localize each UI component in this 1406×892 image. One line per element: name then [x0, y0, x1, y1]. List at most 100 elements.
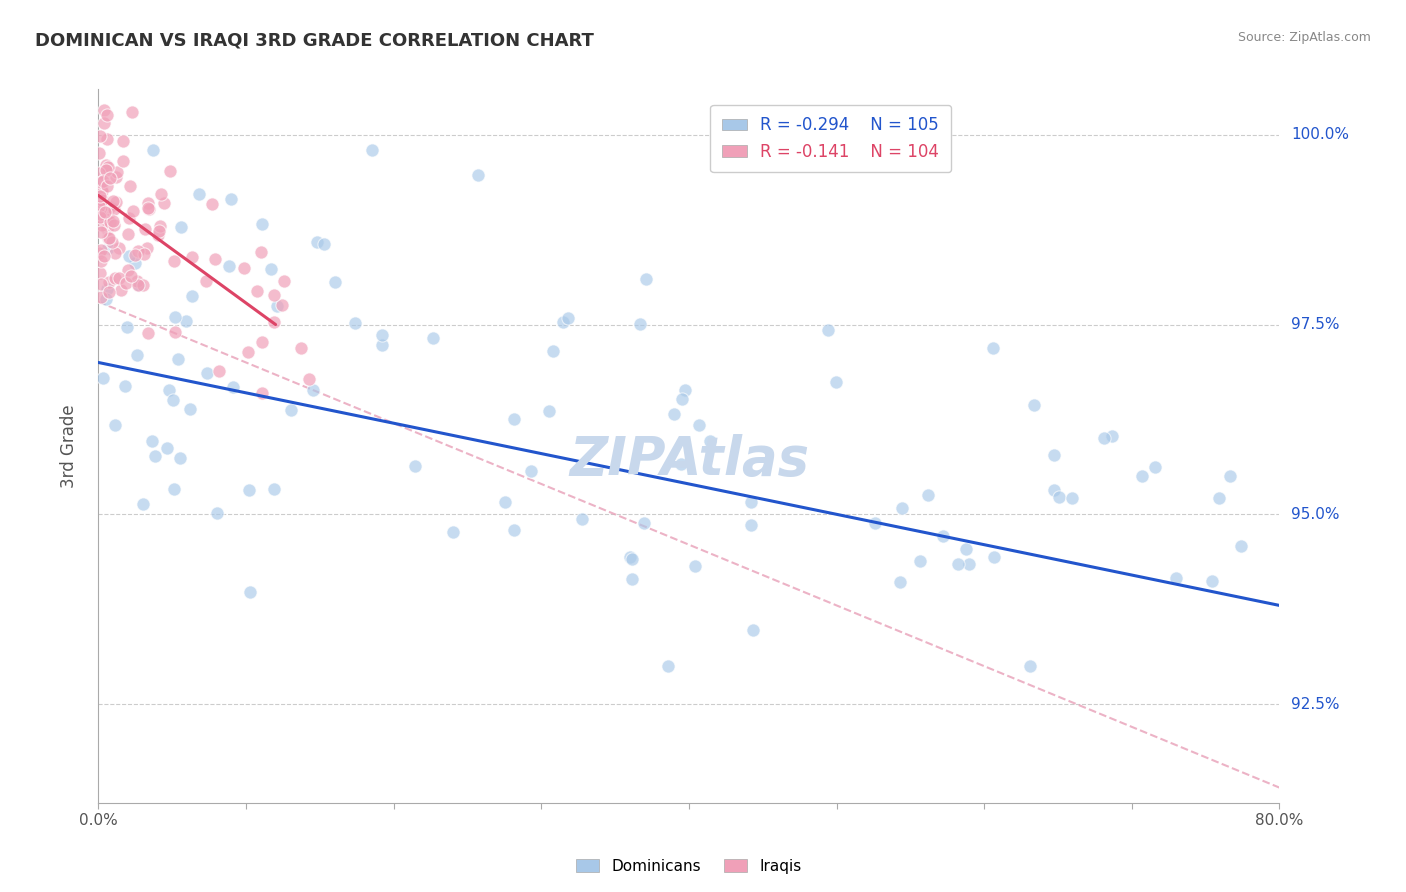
Point	[520, 464, 543, 478]
Point	[889, 574, 911, 589]
Point	[127, 244, 149, 258]
Point	[657, 659, 679, 673]
Point	[101, 194, 124, 208]
Point	[370, 327, 392, 342]
Point	[890, 501, 912, 516]
Point	[148, 224, 170, 238]
Point	[98, 285, 121, 299]
Point	[96, 230, 118, 244]
Point	[1043, 483, 1066, 498]
Point	[252, 218, 274, 232]
Point	[136, 326, 159, 341]
Point	[270, 298, 292, 312]
Point	[91, 371, 114, 385]
Point	[105, 165, 128, 179]
Point	[97, 231, 120, 245]
Point	[143, 449, 166, 463]
Point	[208, 364, 231, 378]
Point	[104, 270, 127, 285]
Point	[250, 245, 273, 260]
Point	[90, 175, 112, 189]
Point	[105, 169, 128, 184]
Point	[1130, 469, 1153, 483]
Point	[114, 379, 136, 393]
Point	[103, 202, 125, 217]
Point	[136, 241, 159, 255]
Point	[159, 164, 181, 178]
Y-axis label: 3rd Grade: 3rd Grade	[59, 404, 77, 488]
Point	[908, 554, 931, 568]
Point	[107, 242, 129, 256]
Point	[89, 145, 111, 160]
Point	[134, 222, 156, 236]
Point	[239, 585, 262, 599]
Point	[201, 197, 224, 211]
Point	[96, 179, 118, 194]
Point	[93, 204, 115, 219]
Point	[371, 338, 394, 352]
Point	[90, 218, 112, 232]
Point	[740, 517, 762, 532]
Point	[90, 253, 112, 268]
Point	[163, 253, 186, 268]
Point	[98, 215, 121, 229]
Point	[153, 195, 176, 210]
Point	[361, 143, 384, 157]
Point	[236, 344, 259, 359]
Point	[307, 235, 329, 250]
Point	[628, 317, 651, 331]
Text: DOMINICAN VS IRAQI 3RD GRADE CORRELATION CHART: DOMINICAN VS IRAQI 3RD GRADE CORRELATION…	[35, 31, 593, 49]
Point	[404, 459, 426, 474]
Point	[90, 201, 112, 215]
Point	[551, 315, 574, 329]
Point	[467, 168, 489, 182]
Point	[159, 383, 181, 397]
Legend: R = -0.294    N = 105, R = -0.141    N = 104: R = -0.294 N = 105, R = -0.141 N = 104	[710, 104, 950, 172]
Point	[620, 552, 643, 566]
Point	[89, 189, 111, 203]
Point	[89, 245, 111, 260]
Point	[104, 195, 127, 210]
Point	[187, 187, 209, 202]
Point	[817, 323, 839, 337]
Point	[932, 528, 955, 542]
Point	[141, 434, 163, 448]
Point	[89, 129, 111, 144]
Point	[1092, 431, 1115, 445]
Point	[946, 557, 969, 571]
Point	[825, 376, 848, 390]
Point	[620, 572, 643, 586]
Point	[983, 549, 1005, 564]
Point	[150, 186, 173, 201]
Point	[142, 143, 165, 157]
Point	[955, 542, 977, 557]
Point	[96, 162, 118, 177]
Point	[120, 178, 142, 193]
Point	[252, 335, 274, 350]
Text: 100.0%: 100.0%	[1291, 128, 1350, 142]
Point	[181, 289, 204, 303]
Point	[124, 256, 146, 270]
Point	[91, 184, 114, 198]
Point	[90, 225, 112, 239]
Point	[93, 116, 115, 130]
Text: 97.5%: 97.5%	[1291, 317, 1340, 332]
Point	[273, 274, 295, 288]
Point	[238, 483, 260, 497]
Point	[671, 392, 693, 406]
Point	[688, 417, 710, 432]
Point	[263, 287, 285, 301]
Point	[195, 366, 218, 380]
Point	[96, 222, 118, 236]
Point	[441, 525, 464, 540]
Point	[103, 218, 125, 232]
Point	[981, 341, 1004, 355]
Legend: Dominicans, Iraqis: Dominicans, Iraqis	[571, 853, 807, 880]
Point	[90, 277, 112, 291]
Point	[740, 495, 762, 509]
Point	[146, 227, 169, 242]
Point	[741, 623, 763, 637]
Point	[115, 276, 138, 290]
Point	[89, 166, 111, 180]
Point	[1022, 397, 1045, 411]
